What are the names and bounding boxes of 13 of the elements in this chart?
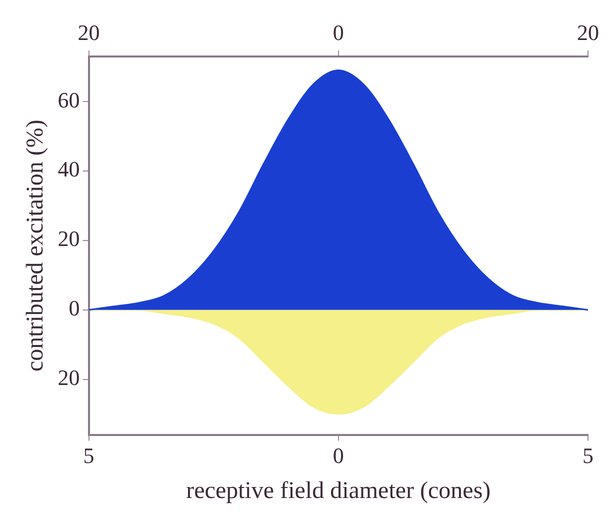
- y-tick-label: 20: [58, 226, 80, 252]
- y-tick-label: 0: [68, 296, 80, 321]
- x-axis-title: receptive field diameter (cones): [186, 478, 491, 504]
- x-tick-label: 0: [332, 442, 344, 468]
- y-tick-label: 60: [58, 87, 80, 112]
- x2-tick-label: 0: [332, 20, 344, 45]
- x2-tick-label: 20: [577, 20, 599, 45]
- y-tick-label: 40: [58, 156, 80, 182]
- x-tick-label: 5: [83, 442, 94, 468]
- x-tick-label: 5: [582, 442, 594, 468]
- y-axis-title: contributed excitation (%): [22, 120, 49, 372]
- y-tick-label: 20: [58, 365, 80, 390]
- x2-tick-label: 20: [78, 20, 100, 45]
